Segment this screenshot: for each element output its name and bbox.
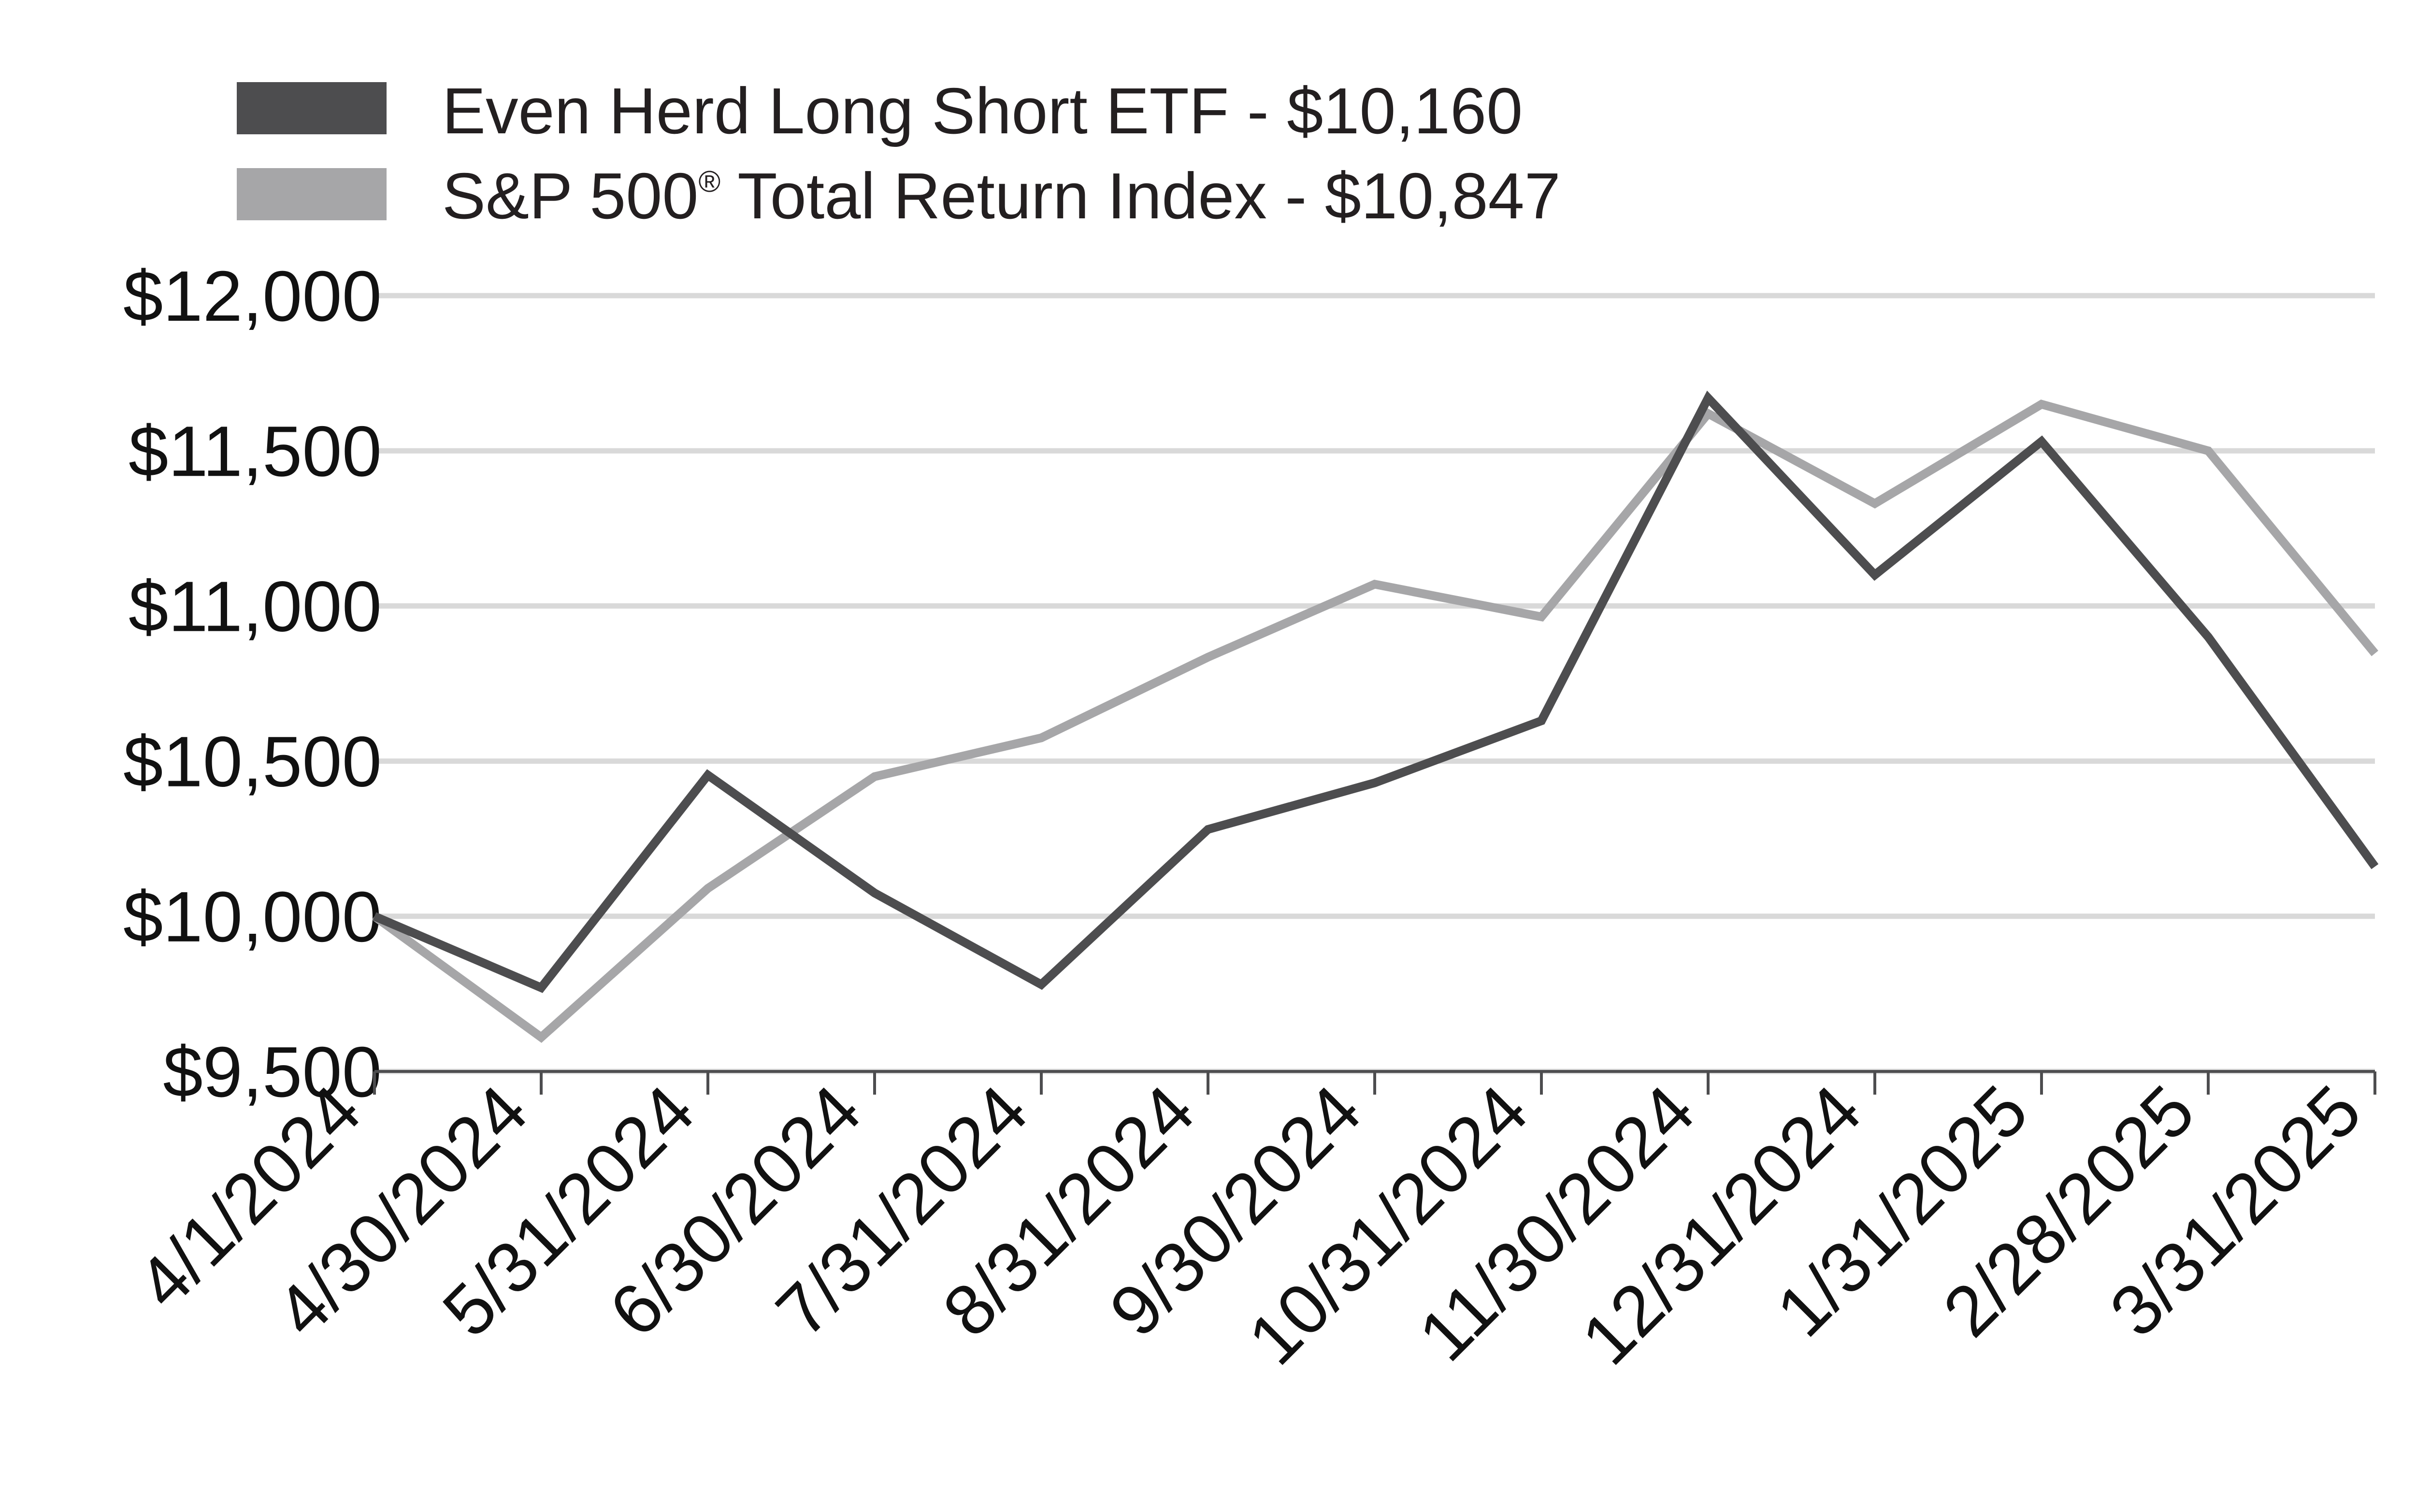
legend-label-index-name: S&P 500	[442, 159, 698, 232]
legend: Even Herd Long Short ETF - $10,160 S&P 5…	[237, 74, 1561, 232]
legend-swatch-index	[237, 168, 387, 220]
y-axis: $9,500 $10,000 $10,500 $11,000 $11,500 $12,00…	[123, 257, 382, 1112]
series-line-fund	[373, 390, 2379, 993]
y-tick-label: $9,500	[163, 1032, 382, 1112]
y-tick-label: $11,000	[129, 567, 382, 646]
plot-lines	[372, 390, 2379, 1043]
x-axis: 4/1/20244/30/20245/31/20246/30/20247/31/…	[123, 1070, 2376, 1380]
legend-item-index: S&P 500® Total Return Index - $10,847	[237, 159, 1561, 232]
legend-label-index: S&P 500® Total Return Index - $10,847	[442, 159, 1561, 232]
y-tick-label: $12,000	[123, 257, 382, 336]
y-tick-label: $10,000	[123, 877, 382, 957]
legend-label-index-value: Total Return Index - $10,847	[720, 159, 1561, 232]
legend-item-fund: Even Herd Long Short ETF - $10,160	[237, 74, 1523, 147]
series-line-index	[372, 399, 2378, 1043]
registered-mark: ®	[698, 165, 720, 199]
y-tick-label: $10,500	[123, 722, 382, 802]
legend-swatch-fund	[237, 82, 387, 134]
y-tick-label: $11,500	[129, 412, 382, 491]
legend-label-fund: Even Herd Long Short ETF - $10,160	[442, 74, 1523, 147]
